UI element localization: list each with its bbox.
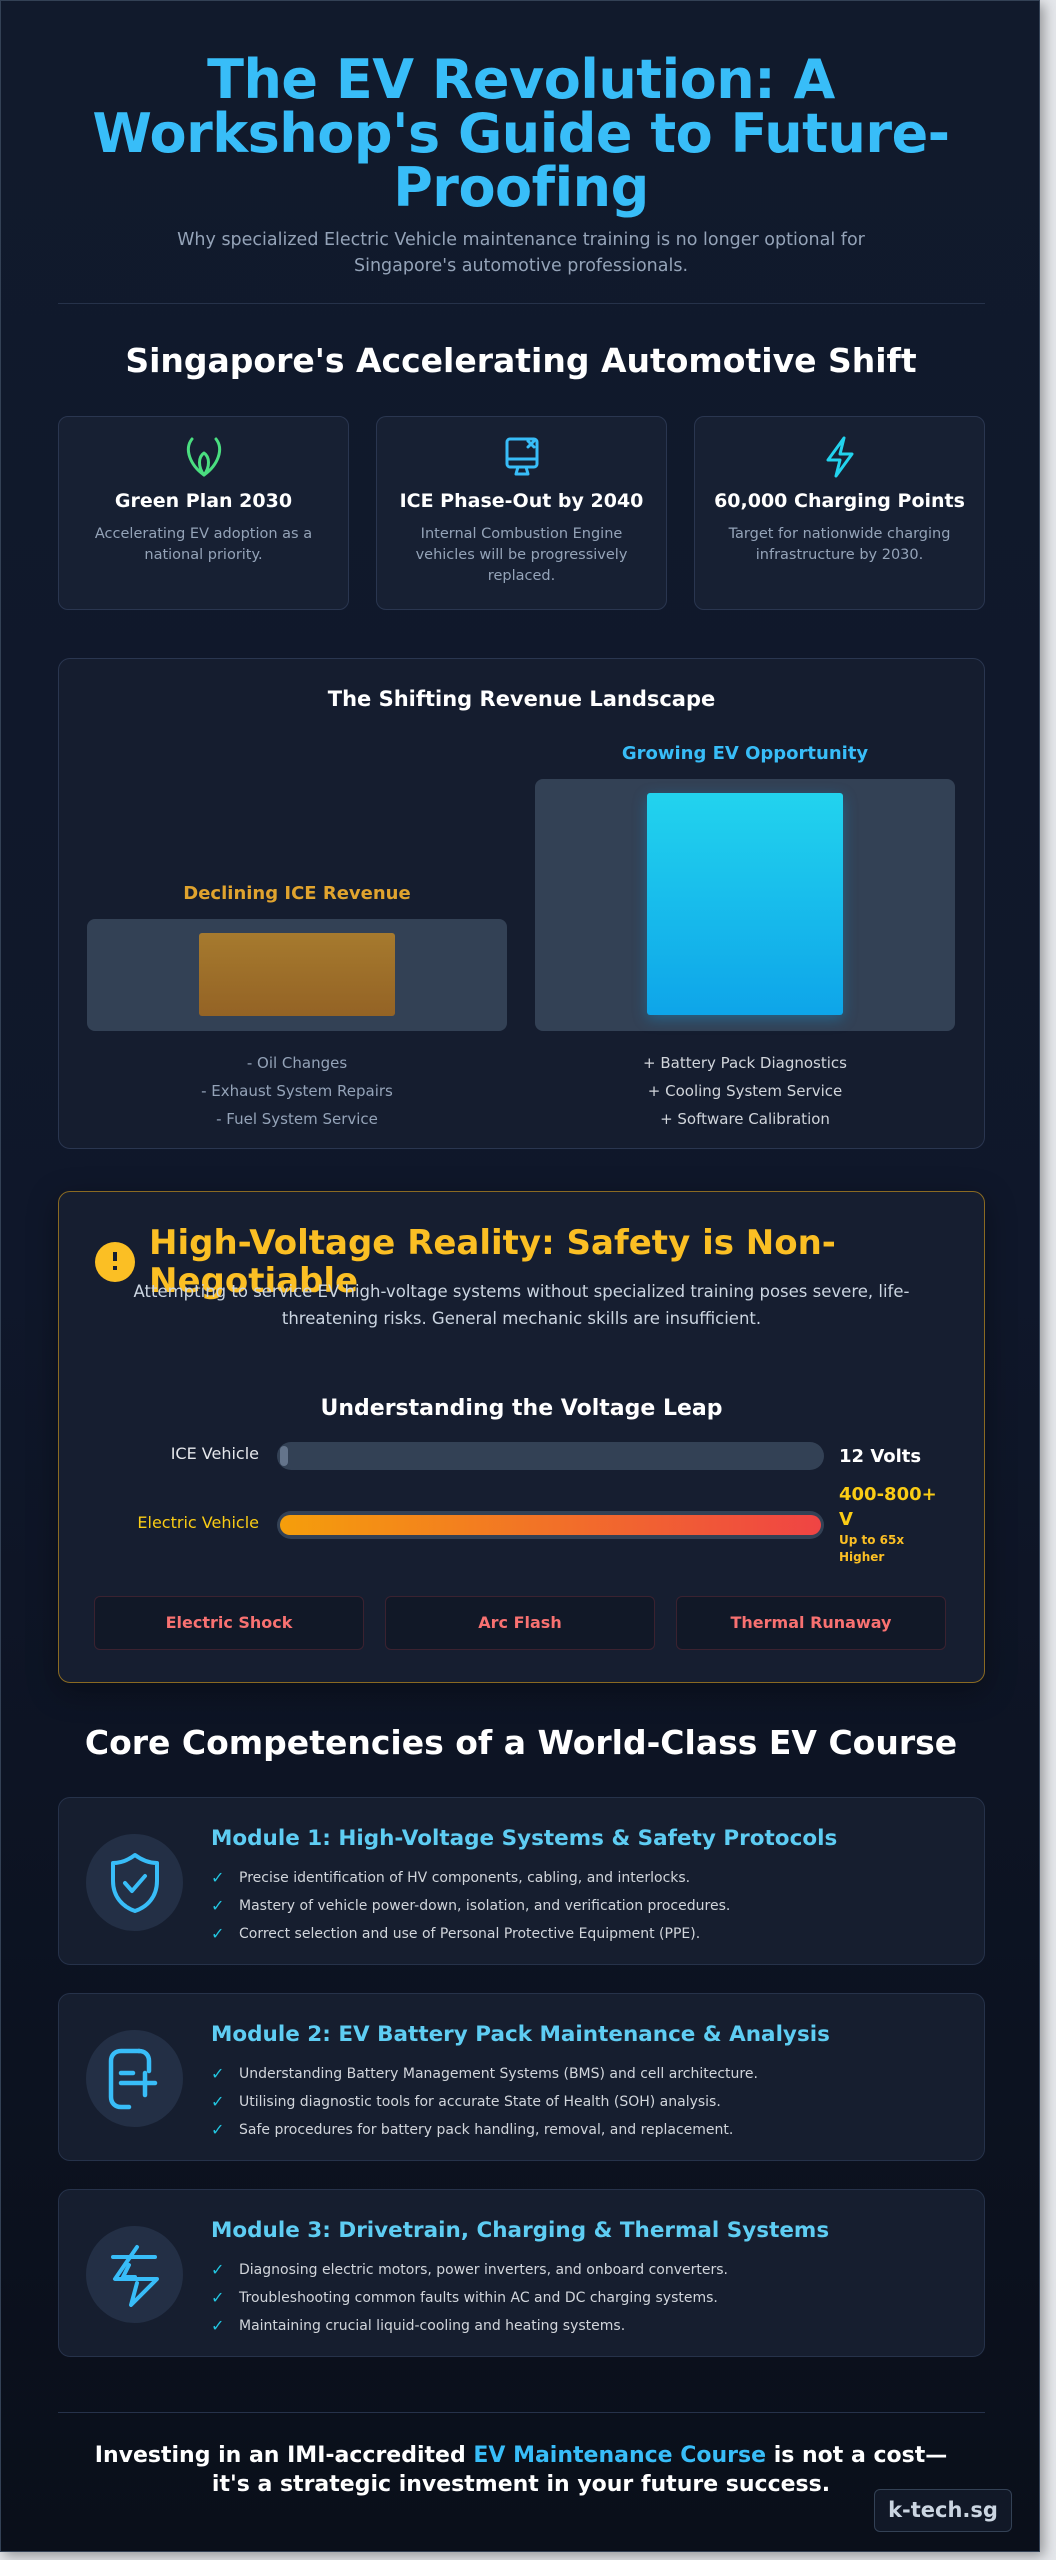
check-icon: ✓ (211, 2092, 225, 2111)
module-title: Module 1: High-Voltage Systems & Safety … (211, 1826, 838, 1851)
module-title: Module 3: Drivetrain, Charging & Thermal… (211, 2218, 830, 2243)
ice-voltage-label: ICE Vehicle (170, 1444, 259, 1463)
lightning-icon (695, 435, 984, 479)
check-icon: ✓ (211, 2064, 225, 2083)
stat-title: Green Plan 2030 (114, 490, 293, 512)
battery-plus-icon (86, 2030, 183, 2127)
ev-item: + Cooling System Service (647, 1082, 843, 1100)
modules-section-title: Core Competencies of a World-Class EV Co… (84, 1723, 958, 1762)
revenue-title: The Shifting Revenue Landscape (327, 687, 716, 711)
ev-opportunity-label: Growing EV Opportunity (621, 743, 869, 764)
module-points: ✓ Diagnosing electric motors, power inver… (211, 2256, 728, 2340)
divider (58, 303, 985, 304)
safety-title: High-Voltage Reality: Safety is Non-Nego… (149, 1223, 836, 1301)
list-item: ✓ Correct selection and use of Personal P… (211, 1920, 730, 1948)
check-icon: ✓ (211, 2260, 225, 2279)
module-card-2: Module 2: EV Battery Pack Maintenance & … (58, 1993, 985, 2161)
ev-voltage-note: Up to 65x Higher (839, 1533, 905, 1564)
risk-badge: Electric Shock (94, 1596, 364, 1650)
shield-check-icon (86, 1834, 183, 1931)
stat-desc: Accelerating EV adoption as a national p… (94, 526, 313, 563)
module-points: ✓ Precise identification of HV components… (211, 1864, 730, 1948)
check-icon: ✓ (211, 2316, 225, 2335)
stat-title: 60,000 Charging Points (714, 490, 965, 512)
ev-voltage-value: 400-800+ V (839, 1484, 937, 1530)
stat-card-charging-points: 60,000 Charging Points Target for nation… (694, 416, 985, 610)
ice-revenue-label: Declining ICE Revenue (183, 883, 411, 904)
ice-voltage-value: 12 Volts (839, 1446, 922, 1467)
module-points: ✓ Understanding Battery Management System… (211, 2060, 758, 2144)
list-item: ✓ Safe procedures for battery pack handli… (211, 2116, 758, 2144)
divider (58, 2412, 985, 2413)
list-item: ✓ Diagnosing electric motors, power inver… (211, 2256, 728, 2284)
ice-revenue-bar (199, 933, 395, 1016)
risk-badge: Arc Flash (385, 1596, 655, 1650)
course-highlight: EV Maintenance Course (473, 2443, 767, 2468)
ice-voltage-fill (280, 1446, 288, 1466)
closing-statement: Investing in an IMI-accredited EV Mainte… (94, 2443, 948, 2497)
charging-bolt-icon (86, 2226, 183, 2323)
ev-voltage-fill (280, 1515, 821, 1535)
ev-voltage-label: Electric Vehicle (137, 1513, 259, 1532)
list-item: ✓ Troubleshooting common faults within AC… (211, 2284, 728, 2312)
revenue-chart-card: The Shifting Revenue Landscape Declining… (58, 658, 985, 1149)
ev-item: + Software Calibration (660, 1110, 830, 1128)
page-subtitle: Why specialized Electric Vehicle mainten… (177, 230, 865, 276)
ice-item: - Fuel System Service (216, 1110, 378, 1128)
stat-card-ice-phase-out: ICE Phase-Out by 2040 Internal Combustio… (376, 416, 667, 610)
brand-badge[interactable]: k-tech.sg (874, 2489, 1012, 2532)
ev-bar-well (535, 779, 955, 1031)
alert-icon (95, 1242, 135, 1282)
check-icon: ✓ (211, 2120, 225, 2139)
list-item: ✓ Precise identification of HV components… (211, 1864, 730, 1892)
ev-opportunity-bar (647, 793, 843, 1015)
list-item: ✓ Utilising diagnostic tools for accurate… (211, 2088, 758, 2116)
list-item: ✓ Mastery of vehicle power-down, isolatio… (211, 1892, 730, 1920)
risk-badge: Thermal Runaway (676, 1596, 946, 1650)
safety-desc: Attempting to service EV high-voltage sy… (133, 1282, 910, 1328)
check-icon: ✓ (211, 1924, 225, 1943)
leaf-icon (59, 435, 348, 479)
module-card-3: Module 3: Drivetrain, Charging & Thermal… (58, 2189, 985, 2357)
ev-voltage-bar (277, 1511, 824, 1539)
ice-item: - Exhaust System Repairs (201, 1082, 393, 1100)
check-icon: ✓ (211, 2288, 225, 2307)
list-item: ✓ Maintaining crucial liquid-cooling and … (211, 2312, 728, 2340)
monitor-x-icon (377, 435, 666, 479)
stat-card-green-plan: Green Plan 2030 Accelerating EV adoption… (58, 416, 349, 610)
check-icon: ✓ (211, 1868, 225, 1887)
ice-item: - Oil Changes (246, 1054, 348, 1072)
stat-title: ICE Phase-Out by 2040 (399, 490, 644, 512)
module-title: Module 2: EV Battery Pack Maintenance & … (211, 2022, 830, 2047)
ev-item: + Battery Pack Diagnostics (643, 1054, 847, 1072)
page-title: The EV Revolution: A Workshop's Guide to… (92, 48, 950, 219)
list-item: ✓ Understanding Battery Management System… (211, 2060, 758, 2088)
stat-desc: Target for nationwide charging infrastru… (728, 526, 951, 563)
voltage-title: Understanding the Voltage Leap (320, 1396, 723, 1421)
ev-opportunity-list: + Battery Pack Diagnostics + Cooling Sys… (535, 1049, 955, 1133)
ice-revenue-list: - Oil Changes - Exhaust System Repairs -… (87, 1049, 507, 1133)
stat-desc: Internal Combustion Engine vehicles will… (415, 526, 628, 584)
ice-bar-well (87, 919, 507, 1031)
shift-section-title: Singapore's Accelerating Automotive Shif… (125, 341, 917, 380)
check-icon: ✓ (211, 1896, 225, 1915)
safety-warning-card: High-Voltage Reality: Safety is Non-Nego… (58, 1191, 985, 1683)
module-card-1: Module 1: High-Voltage Systems & Safety … (58, 1797, 985, 1965)
ice-voltage-bar (277, 1442, 824, 1470)
